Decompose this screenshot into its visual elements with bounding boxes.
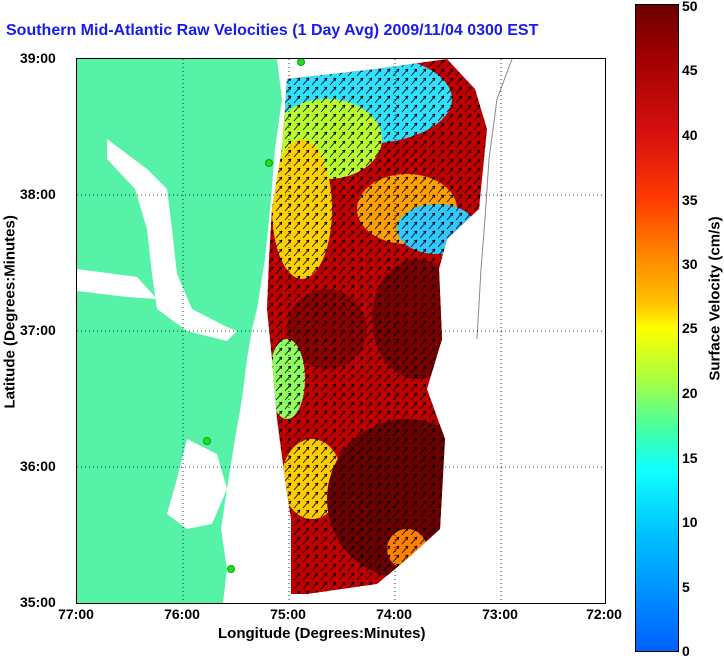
colorbar-tick: 5 bbox=[682, 579, 690, 595]
map-title: Southern Mid-Atlantic Raw Velocities (1 … bbox=[6, 22, 539, 39]
y-tick-label: 35:00 bbox=[20, 594, 56, 610]
radar-site-2 bbox=[265, 159, 273, 167]
colorbar-tick: 20 bbox=[682, 385, 698, 401]
x-tick-label: 76:00 bbox=[164, 606, 200, 622]
map-plot-area[interactable] bbox=[76, 58, 606, 604]
y-tick-label: 36:00 bbox=[20, 458, 56, 474]
colorbar-tick: 25 bbox=[682, 320, 698, 336]
colorbar-tick: 50 bbox=[682, 0, 698, 14]
radar-site-3 bbox=[203, 437, 211, 445]
river bbox=[77, 269, 157, 299]
x-tick-label: 77:00 bbox=[58, 606, 94, 622]
colorbar-tick: 0 bbox=[682, 643, 690, 659]
y-tick-label: 39:00 bbox=[20, 50, 56, 66]
shelf-break-line bbox=[476, 59, 513, 340]
x-tick-label: 73:00 bbox=[482, 606, 518, 622]
colorbar-tick: 45 bbox=[682, 62, 698, 78]
x-tick-label: 75:00 bbox=[270, 606, 306, 622]
colorbar-label: Surface Velocity (cm/s) bbox=[706, 216, 724, 381]
radar-site-1 bbox=[297, 59, 305, 66]
radar-site-4 bbox=[227, 565, 235, 573]
land-mass bbox=[77, 59, 282, 603]
y-axis-label: Latitude (Degrees:Minutes) bbox=[1, 215, 19, 409]
colorbar-tick: 10 bbox=[682, 514, 698, 530]
colorbar bbox=[635, 4, 679, 652]
colorbar-tick: 15 bbox=[682, 450, 698, 466]
map-canvas bbox=[77, 59, 605, 603]
y-tick-label: 37:00 bbox=[20, 322, 56, 338]
grid-lines bbox=[77, 59, 605, 603]
colorbar-tick: 35 bbox=[682, 192, 698, 208]
x-axis-label: Longitude (Degrees:Minutes) bbox=[218, 625, 426, 642]
colorbar-tick: 30 bbox=[682, 256, 698, 272]
chesapeake-bay bbox=[107, 139, 237, 341]
y-tick-label: 38:00 bbox=[20, 186, 56, 202]
sound-water bbox=[167, 439, 227, 529]
colorbar-tick: 40 bbox=[682, 127, 698, 143]
x-tick-label: 74:00 bbox=[376, 606, 412, 622]
x-tick-label: 72:00 bbox=[586, 606, 622, 622]
